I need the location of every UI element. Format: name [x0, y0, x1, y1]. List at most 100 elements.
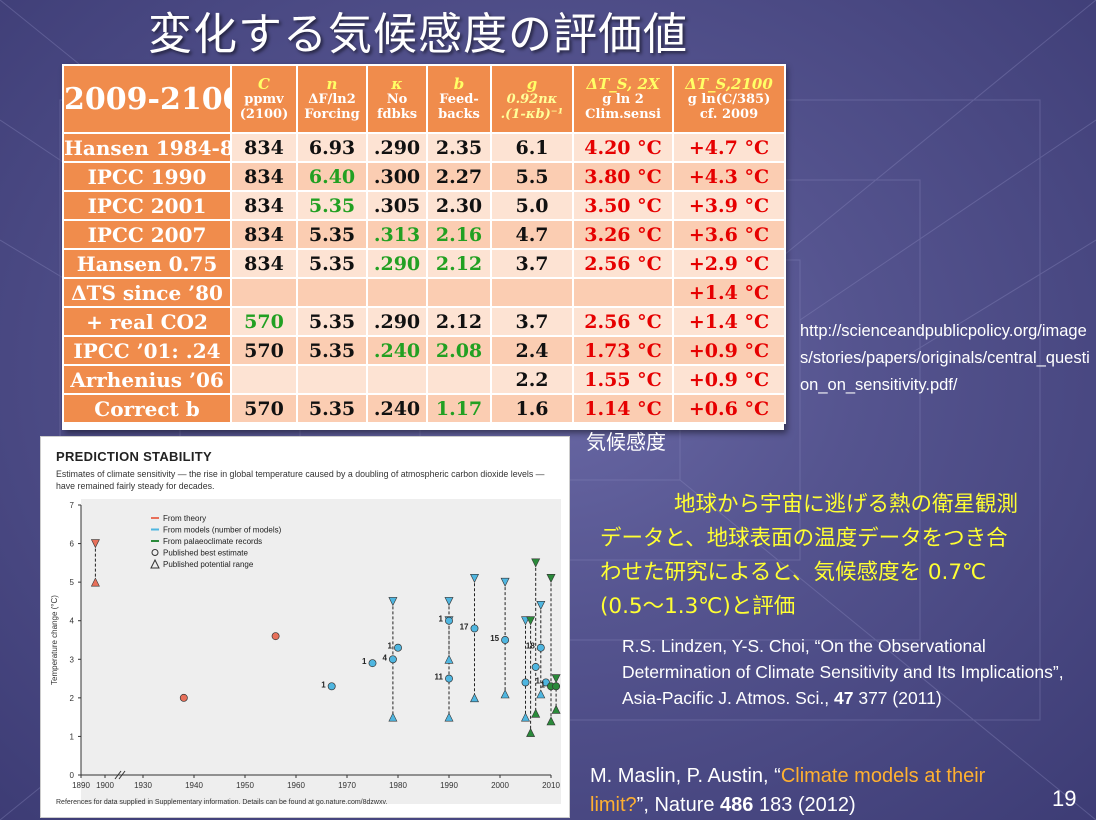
period-header: 2009-2100	[62, 64, 232, 134]
row-label: ΔTS since ’80	[62, 277, 232, 308]
range-low-marker	[531, 708, 541, 718]
x-tick-label: 1940	[185, 781, 203, 790]
table-cell: 1.14 °C	[572, 393, 674, 424]
table-cell: 2.4	[490, 335, 574, 366]
x-tick-label: 1990	[440, 781, 458, 790]
table-cell: +3.6 °C	[672, 219, 786, 250]
table-row: Correct b 570 5.35.240 1.17 1.6 1.14 °C +0.6 °…	[62, 393, 786, 424]
x-tick-label: 2000	[491, 781, 509, 790]
col-header: ΔT_S, 2X g ln 2 Clim.sensi	[572, 64, 674, 134]
table-cell: .290	[366, 248, 428, 279]
y-tick-label: 3	[70, 655, 75, 664]
table-cell: 2.35	[426, 132, 492, 163]
best-estimate-point	[327, 682, 336, 691]
legend-label: From palaeoclimate records	[163, 537, 262, 546]
table-cell: 570	[230, 306, 298, 337]
y-tick-label: 6	[70, 540, 75, 549]
table-row: Arrhenius ’06 2.2 1.55 °C +0.9 °C	[62, 364, 786, 395]
range-low-marker	[526, 727, 536, 737]
table-cell: .300	[366, 161, 428, 192]
range-low-marker	[444, 712, 454, 722]
maslin-reference: M. Maslin, P. Austin, “Climate models at…	[590, 765, 986, 816]
table-cell: 6.1	[490, 132, 574, 163]
range-low-marker	[90, 577, 100, 587]
range-high-marker	[551, 674, 561, 684]
x-tick-label: 2010	[542, 781, 560, 790]
table-cell: 2.27	[426, 161, 492, 192]
table-cell: 834	[230, 219, 298, 250]
table-cell: 3.80 °C	[572, 161, 674, 192]
range-high-marker	[90, 539, 100, 549]
table-row: Hansen 1984-8 834 6.93.290 2.35 6.1 4.20 °C +4…	[62, 132, 786, 163]
table-cell: 834	[230, 190, 298, 221]
page-number: 19	[1052, 786, 1077, 811]
row-label: Hansen 1984-8	[62, 132, 232, 163]
model-count-label: 15	[490, 634, 499, 643]
table-cell: +3.9 °C	[672, 190, 786, 221]
table-cell: 5.35	[296, 306, 368, 337]
model-count-label: 4	[382, 653, 387, 662]
figure-subtitle: Estimates of climate sensitivity — the r…	[56, 469, 545, 491]
model-count-label: 1	[321, 680, 326, 689]
row-label: IPCC 2001	[62, 190, 232, 221]
range-high-marker	[536, 600, 546, 610]
finding-line: わせた研究によると、気候感度を 0.7℃	[600, 560, 987, 585]
table-row: IPCC 2007 834 5.35.313 2.16 4.7 3.26 °C +3.6 °…	[62, 219, 786, 250]
table-cell	[230, 277, 298, 308]
table-cell	[230, 364, 298, 395]
plot-area	[81, 499, 561, 804]
table-cell: +0.9 °C	[672, 364, 786, 395]
table-cell: +0.6 °C	[672, 393, 786, 424]
x-tick-label: 1890	[72, 781, 90, 790]
table-cell: 1.17	[426, 393, 492, 424]
table-cell	[366, 277, 428, 308]
table-row: IPCC ’01: .24 570 5.35.240 2.08 2.4 1.73 °C +0…	[62, 335, 786, 366]
model-count-label: 18	[526, 642, 535, 651]
range-high-marker	[531, 558, 541, 568]
model-count-label: 11	[435, 673, 444, 682]
range-high-marker	[500, 577, 510, 587]
finding-line: (0.5〜1.3℃)と評価	[600, 594, 796, 619]
range-low-marker	[444, 654, 454, 664]
source-url: http://scienceandpublicpolicy.org/images…	[800, 322, 1090, 394]
table-cell: 2.30	[426, 190, 492, 221]
table-cell	[426, 277, 492, 308]
best-estimate-point	[179, 693, 188, 702]
climate-sensitivity-label: 気候感度	[586, 430, 666, 454]
x-tick-label: 1980	[389, 781, 407, 790]
axis-break-mark	[114, 770, 122, 780]
figure-footnote: References for data supplied in Suppleme…	[56, 799, 388, 806]
row-label: IPCC 1990	[62, 161, 232, 192]
range-low-marker	[500, 689, 510, 699]
model-count-label: 1	[362, 657, 367, 666]
sensitivity-chart: 0 1 2 3 4 5 6 7 1890 1900 1930 1940 1950 1960 1970 1980…	[50, 501, 561, 790]
table-row: + real CO2 570 5.35.290 2.12 3.7 2.56 °C +1.4 …	[62, 306, 786, 337]
x-tick-label: 1950	[236, 781, 254, 790]
row-label: + real CO2	[62, 306, 232, 337]
table-row: ΔTS since ’80 +1.4 °C	[62, 277, 786, 308]
range-high-marker	[444, 597, 454, 607]
best-estimate-point	[536, 643, 545, 652]
slide-title: 変化する気候感度の評価値	[148, 9, 688, 60]
table-cell: 2.56 °C	[572, 306, 674, 337]
best-estimate-point	[531, 663, 540, 671]
model-count-label: 1	[541, 680, 546, 689]
table-cell: .240	[366, 335, 428, 366]
table-cell: 834	[230, 132, 298, 163]
y-tick-label: 4	[70, 617, 75, 626]
range-low-marker	[521, 712, 530, 722]
table-cell	[296, 277, 368, 308]
best-estimate-point	[501, 636, 510, 644]
legend-label: From models (number of models)	[163, 526, 282, 535]
axis-break-mark	[118, 770, 126, 780]
table-cell: .305	[366, 190, 428, 221]
legend-swatch	[151, 549, 159, 556]
range-high-marker	[470, 573, 479, 583]
legend-swatch	[150, 558, 160, 569]
table-cell	[490, 277, 574, 308]
legend-label: Published best estimate	[163, 549, 248, 558]
table-cell: 570	[230, 335, 298, 366]
table-row: IPCC 2001 834 5.35.305 2.30 5.0 3.50 °C +3.9 °…	[62, 190, 786, 221]
